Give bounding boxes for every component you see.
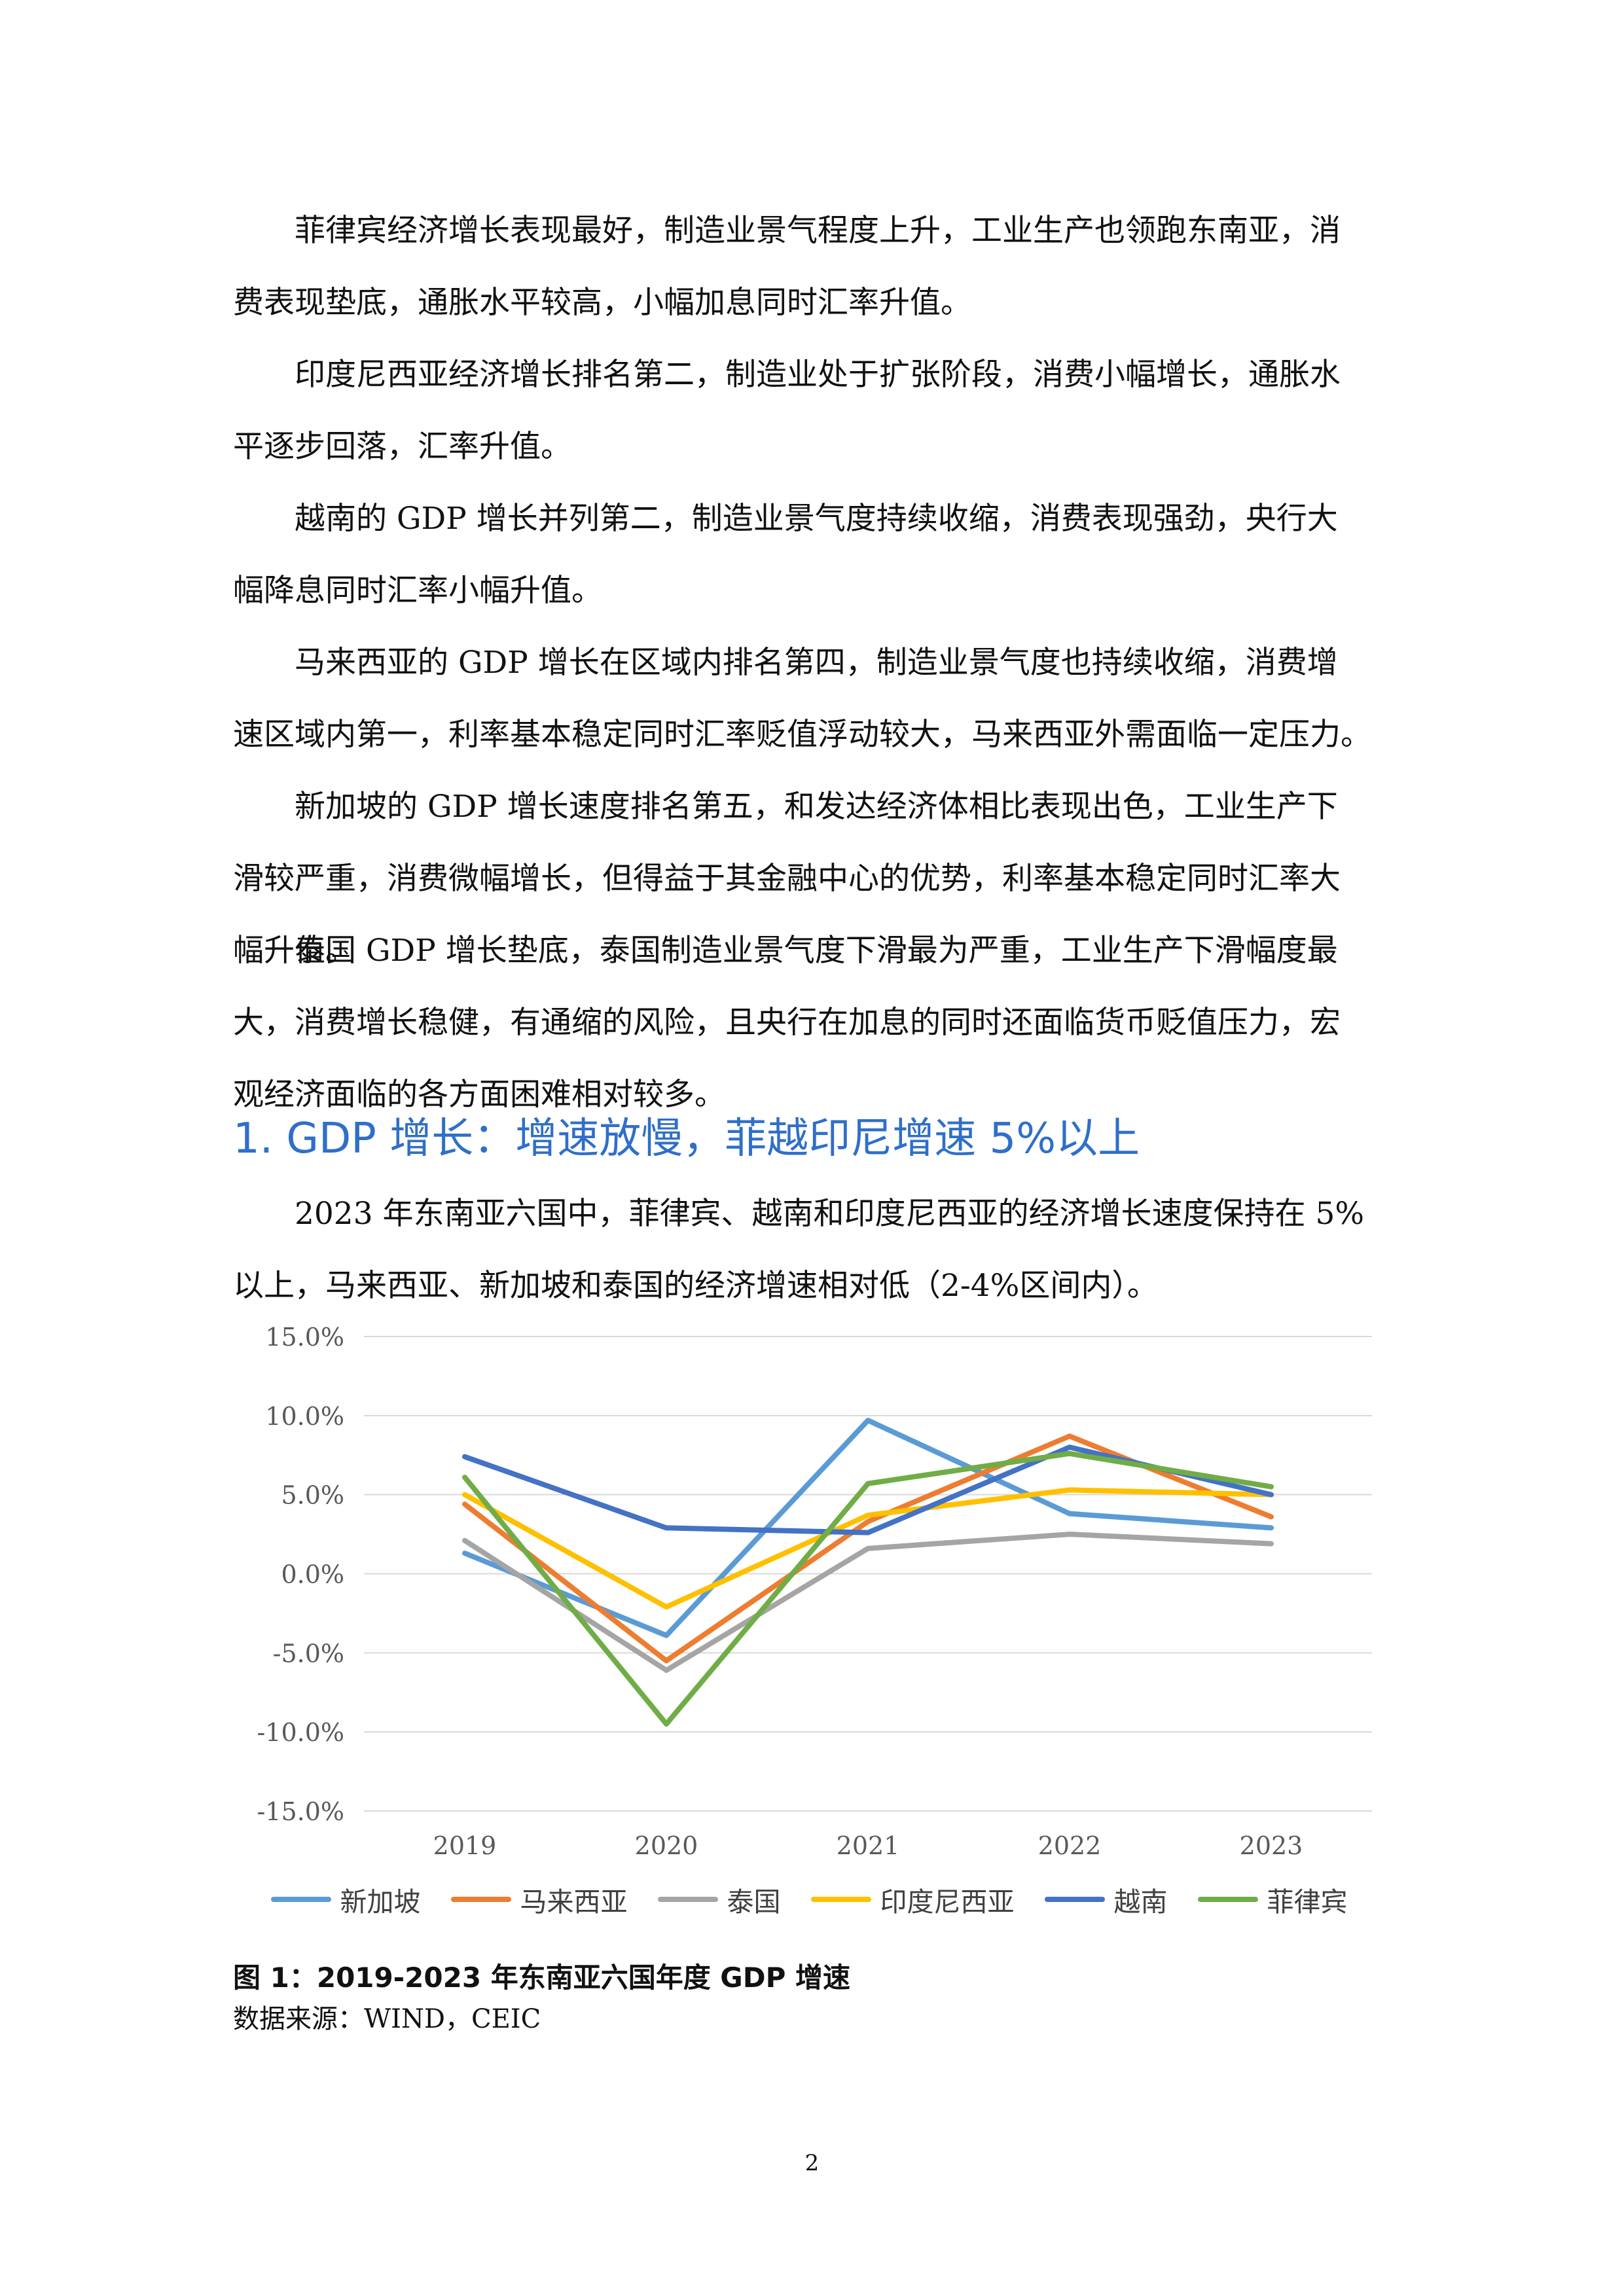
gdp-growth-line-chart: 15.0% 10.0% 5.0% 0.0% -5.0% -10.0% -15.0% 2019 2…	[257, 1323, 1372, 1860]
x-tick-label: 2023	[1240, 1831, 1303, 1860]
figure-caption: 图 1：2019-2023 年东南亚六国年度 GDP 增速	[233, 1962, 851, 1994]
legend-swatch	[657, 1897, 718, 1902]
paragraph-line: 印度尼西亚经济增长排名第二，制造业处于扩张阶段，消费小幅增长，通胀水	[295, 357, 1341, 393]
legend-label: 新加坡	[340, 1886, 421, 1918]
paragraph-line: 以上，马来西亚、新加坡和泰国的经济增速相对低（2-4%区间内）。	[233, 1268, 1158, 1304]
legend-item: 越南	[1044, 1880, 1168, 1919]
chart-legend: 新加坡 马来西亚 泰国 印度尼西亚 越南 菲律宾	[233, 1880, 1385, 1919]
paragraph-line: 速区域内第一，利率基本稳定同时汇率贬值浮动较大，马来西亚外需面临一定压力。	[233, 717, 1371, 753]
legend-swatch	[1197, 1897, 1258, 1902]
paragraph-line: 费表现垫底，通胀水平较高，小幅加息同时汇率升值。	[233, 285, 971, 321]
y-tick-label: -10.0%	[257, 1718, 344, 1747]
legend-swatch	[1044, 1897, 1105, 1902]
paragraph-vietnam: 越南的 GDP 增长并列第二，制造业景气度持续收缩，消费表现强劲，央行大 幅降息…	[233, 483, 1405, 627]
y-tick-label: 15.0%	[265, 1323, 344, 1352]
paragraph-line: 越南的 GDP 增长并列第二，制造业景气度持续收缩，消费表现强劲，央行大	[295, 501, 1338, 537]
paragraph-line: 幅降息同时汇率小幅升值。	[233, 573, 602, 609]
legend-label: 泰国	[727, 1886, 781, 1918]
y-tick-label: -5.0%	[273, 1639, 344, 1668]
paragraph-line: 马来西亚的 GDP 增长在区域内排名第四，制造业景气度也持续收缩，消费增	[295, 645, 1338, 681]
y-tick-label: -15.0%	[257, 1797, 344, 1826]
x-tick-label: 2022	[1038, 1831, 1102, 1860]
paragraph-singapore: 新加坡的 GDP 增长速度排名第五，和发达经济体相比表现出色，工业生产下 滑较严…	[233, 771, 1405, 987]
series-line-泰国	[462, 1532, 1274, 1673]
paragraph-line: 大，消费增长稳健，有通缩的风险，且央行在加息的同时还面临货币贬值压力，宏	[233, 1005, 1341, 1041]
legend-item: 泰国	[657, 1880, 781, 1919]
legend-item: 新加坡	[270, 1880, 421, 1919]
x-tick-label: 2021	[837, 1831, 900, 1860]
legend-swatch	[270, 1897, 331, 1902]
paragraph-line: 泰国 GDP 增长垫底，泰国制造业景气度下滑最为严重，工业生产下滑幅度最	[295, 933, 1338, 969]
paragraph-line: 滑较严重，消费微幅增长，但得益于其金融中心的优势，利率基本稳定同时汇率大	[233, 861, 1341, 897]
data-source: 数据来源：WIND，CEIC	[233, 2004, 541, 2034]
legend-swatch	[810, 1897, 871, 1902]
legend-label: 马来西亚	[520, 1886, 628, 1918]
paragraph-intro: 2023 年东南亚六国中，菲律宾、越南和印度尼西亚的经济增长速度保持在 5% 以…	[233, 1178, 1405, 1322]
paragraph-malaysia: 马来西亚的 GDP 增长在区域内排名第四，制造业景气度也持续收缩，消费增 速区域…	[233, 627, 1405, 771]
legend-item: 菲律宾	[1197, 1880, 1348, 1919]
paragraph-line: 平逐步回落，汇率升值。	[233, 429, 571, 465]
paragraph-philippines: 菲律宾经济增长表现最好，制造业景气程度上升，工业生产也领跑东南亚，消 费表现垫底…	[233, 195, 1405, 339]
y-tick-label: 5.0%	[281, 1481, 344, 1510]
y-tick-label: 10.0%	[265, 1402, 344, 1431]
paragraph-indonesia: 印度尼西亚经济增长排名第二，制造业处于扩张阶段，消费小幅增长，通胀水 平逐步回落…	[233, 339, 1405, 483]
paragraph-line: 新加坡的 GDP 增长速度排名第五，和发达经济体相比表现出色，工业生产下	[295, 789, 1338, 825]
paragraph-line: 幅升值。	[233, 933, 356, 969]
x-tick-label: 2020	[635, 1831, 698, 1860]
legend-item: 印度尼西亚	[810, 1880, 1015, 1919]
legend-label: 越南	[1113, 1886, 1168, 1918]
paragraph-line: 2023 年东南亚六国中，菲律宾、越南和印度尼西亚的经济增长速度保持在 5%	[295, 1196, 1365, 1232]
page-number: 2	[804, 2150, 820, 2176]
paragraph-thailand: 泰国 GDP 增长垫底，泰国制造业景气度下滑最为严重，工业生产下滑幅度最 大，消…	[233, 915, 1405, 1131]
x-tick-label: 2019	[433, 1831, 497, 1860]
legend-swatch	[450, 1897, 511, 1902]
legend-item: 马来西亚	[450, 1880, 628, 1919]
series-line-新加坡	[462, 1418, 1274, 1638]
legend-label: 菲律宾	[1267, 1886, 1348, 1918]
series-line-菲律宾	[462, 1450, 1274, 1727]
series-line-印度尼西亚	[462, 1487, 1274, 1610]
legend-label: 印度尼西亚	[880, 1886, 1015, 1918]
y-tick-label: 0.0%	[281, 1560, 344, 1589]
section-heading: 1. GDP 增长：增速放慢，菲越印尼增速 5%以上	[233, 1115, 1140, 1163]
paragraph-line: 观经济面临的各方面困难相对较多。	[233, 1077, 725, 1113]
paragraph-line: 菲律宾经济增长表现最好，制造业景气程度上升，工业生产也领跑东南亚，消	[295, 213, 1341, 249]
